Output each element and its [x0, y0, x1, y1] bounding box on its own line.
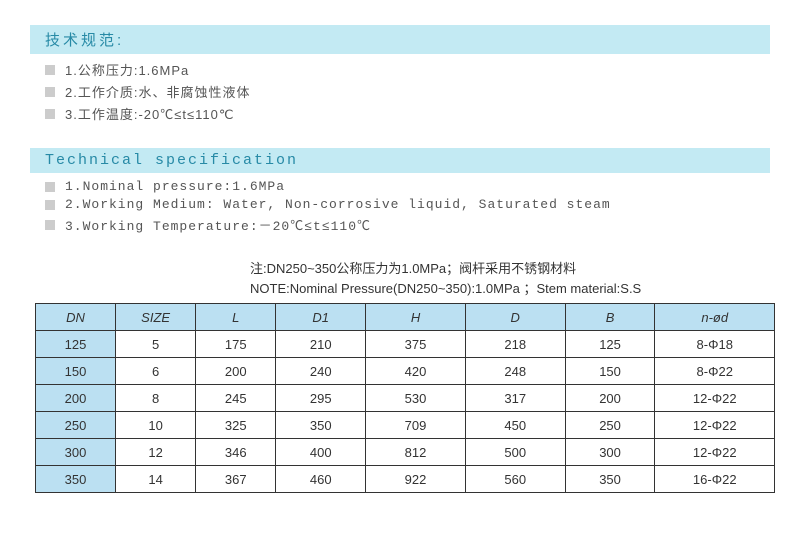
spec-text: 1.Nominal pressure:1.6MPa	[65, 179, 285, 194]
spec-table: DN SIZE L D1 H D B n-ød 1255175210375218…	[35, 303, 775, 493]
table-cell: 367	[196, 466, 276, 493]
bullet-icon	[45, 109, 55, 119]
col-header: L	[196, 304, 276, 331]
spec-text: 2.工作介质:水、非腐蚀性液体	[65, 82, 250, 101]
spec-text: 2.Working Medium: Water, Non-corrosive l…	[65, 197, 611, 212]
note-en: NOTE:Nominal Pressure(DN250~350):1.0MPa …	[250, 279, 770, 299]
col-header: D1	[276, 304, 366, 331]
spec-text: 1.公称压力:1.6MPa	[65, 60, 189, 79]
table-cell: 812	[366, 439, 466, 466]
table-cell: 400	[276, 439, 366, 466]
table-cell: 300	[36, 439, 116, 466]
bullet-icon	[45, 200, 55, 210]
col-header: n-ød	[655, 304, 775, 331]
table-cell: 375	[366, 331, 466, 358]
section-header-en: Technical specification	[30, 148, 770, 173]
bullet-icon	[45, 220, 55, 230]
table-cell: 240	[276, 358, 366, 385]
bullet-icon	[45, 182, 55, 192]
table-cell: 295	[276, 385, 366, 412]
spec-item: 3.Working Temperature:－20℃≤t≤110℃	[45, 215, 770, 234]
table-cell: 10	[116, 412, 196, 439]
table-cell: 530	[366, 385, 466, 412]
table-cell: 5	[116, 331, 196, 358]
col-header: SIZE	[116, 304, 196, 331]
table-cell: 12-Φ22	[655, 412, 775, 439]
bullet-icon	[45, 87, 55, 97]
table-cell: 14	[116, 466, 196, 493]
spec-item: 1.公称压力:1.6MPa	[45, 60, 770, 79]
col-header: DN	[36, 304, 116, 331]
table-cell: 346	[196, 439, 276, 466]
col-header: B	[565, 304, 655, 331]
note-cn: 注:DN250~350公称压力为1.0MPa；阀杆采用不锈钢材料	[250, 259, 770, 279]
table-cell: 8-Φ18	[655, 331, 775, 358]
table-note: 注:DN250~350公称压力为1.0MPa；阀杆采用不锈钢材料 NOTE:No…	[250, 259, 770, 298]
table-cell: 150	[565, 358, 655, 385]
section-header-cn: 技术规范:	[30, 25, 770, 54]
table-cell: 922	[366, 466, 466, 493]
table-cell: 218	[465, 331, 565, 358]
table-cell: 16-Φ22	[655, 466, 775, 493]
table-cell: 125	[565, 331, 655, 358]
table-cell: 125	[36, 331, 116, 358]
table-cell: 8-Φ22	[655, 358, 775, 385]
table-cell: 248	[465, 358, 565, 385]
table-cell: 560	[465, 466, 565, 493]
table-row: 12551752103752181258-Φ18	[36, 331, 775, 358]
table-cell: 420	[366, 358, 466, 385]
table-cell: 709	[366, 412, 466, 439]
table-cell: 300	[565, 439, 655, 466]
spec-text: 3.Working Temperature:－20℃≤t≤110℃	[65, 215, 371, 234]
table-cell: 317	[465, 385, 565, 412]
table-cell: 350	[36, 466, 116, 493]
table-cell: 175	[196, 331, 276, 358]
table-cell: 325	[196, 412, 276, 439]
table-cell: 350	[565, 466, 655, 493]
table-cell: 200	[196, 358, 276, 385]
table-header-row: DN SIZE L D1 H D B n-ød	[36, 304, 775, 331]
table-cell: 450	[465, 412, 565, 439]
spec-item: 2.工作介质:水、非腐蚀性液体	[45, 82, 770, 101]
table-cell: 500	[465, 439, 565, 466]
table-cell: 245	[196, 385, 276, 412]
table-row: 3501436746092256035016-Φ22	[36, 466, 775, 493]
table-cell: 210	[276, 331, 366, 358]
table-row: 3001234640081250030012-Φ22	[36, 439, 775, 466]
spec-list-en: 1.Nominal pressure:1.6MPa 2.Working Medi…	[45, 179, 770, 234]
table-cell: 200	[565, 385, 655, 412]
spec-item: 2.Working Medium: Water, Non-corrosive l…	[45, 197, 770, 212]
table-cell: 250	[565, 412, 655, 439]
table-body: 12551752103752181258-Φ181506200240420248…	[36, 331, 775, 493]
table-cell: 6	[116, 358, 196, 385]
table-row: 15062002404202481508-Φ22	[36, 358, 775, 385]
table-cell: 460	[276, 466, 366, 493]
table-row: 2501032535070945025012-Φ22	[36, 412, 775, 439]
spec-item: 3.工作温度:-20℃≤t≤110℃	[45, 104, 770, 123]
spec-list-cn: 1.公称压力:1.6MPa 2.工作介质:水、非腐蚀性液体 3.工作温度:-20…	[45, 60, 770, 123]
col-header: H	[366, 304, 466, 331]
table-cell: 250	[36, 412, 116, 439]
table-cell: 12-Φ22	[655, 385, 775, 412]
table-cell: 350	[276, 412, 366, 439]
bullet-icon	[45, 65, 55, 75]
table-cell: 200	[36, 385, 116, 412]
table-cell: 8	[116, 385, 196, 412]
table-cell: 12-Φ22	[655, 439, 775, 466]
table-cell: 150	[36, 358, 116, 385]
col-header: D	[465, 304, 565, 331]
table-cell: 12	[116, 439, 196, 466]
table-row: 200824529553031720012-Φ22	[36, 385, 775, 412]
spec-item: 1.Nominal pressure:1.6MPa	[45, 179, 770, 194]
spec-text: 3.工作温度:-20℃≤t≤110℃	[65, 104, 234, 123]
